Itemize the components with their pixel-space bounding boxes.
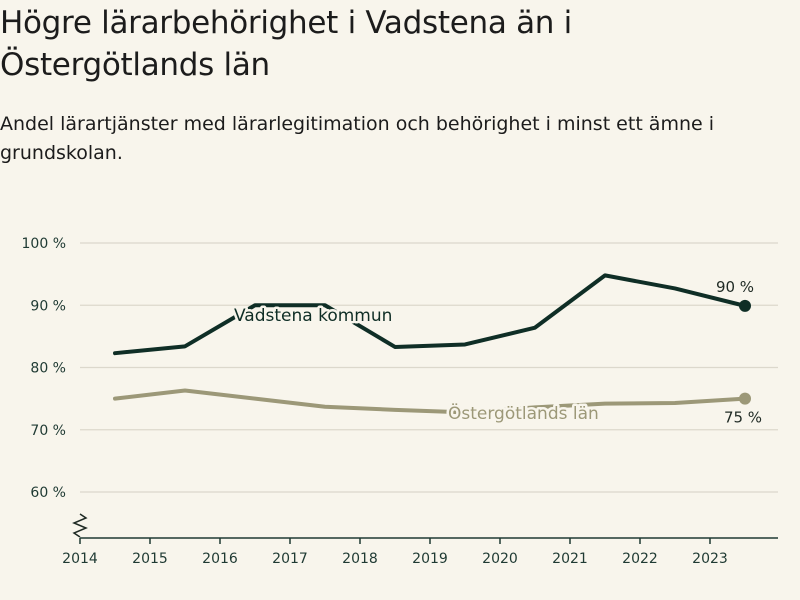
- x-tick-label-2022: 2022: [622, 551, 658, 567]
- series-line-vadstena-kommun: [113, 273, 747, 356]
- x-tick-label-2019: 2019: [412, 551, 448, 567]
- series-label-ostergotlands-lan: Östergötlands län: [448, 402, 599, 424]
- x-tick-label-2014: 2014: [62, 551, 98, 567]
- x-tick-label-2015: 2015: [132, 551, 168, 567]
- end-value-label-ostergotlands-lan: 75 %: [724, 409, 762, 427]
- x-tick-label-2017: 2017: [272, 551, 308, 567]
- x-tick-label-2016: 2016: [202, 551, 238, 567]
- y-tick-label-100: 100 %: [22, 236, 66, 252]
- chart-title: Högre lärarbehörighet i Vadstena än i Ös…: [0, 5, 572, 83]
- x-tick-label-2020: 2020: [482, 551, 518, 567]
- y-tick-label-60: 60 %: [30, 485, 66, 501]
- series-line-ostergotlands-lan: [113, 388, 747, 415]
- axis-break-icon: [72, 513, 88, 538]
- y-tick-label-70: 70 %: [30, 423, 66, 439]
- x-tick-label-2021: 2021: [552, 551, 588, 567]
- end-value-label-vadstena-kommun: 90 %: [716, 278, 754, 296]
- end-marker-vadstena-kommun: [739, 299, 751, 312]
- series-label-vadstena-kommun: Vadstena kommun: [234, 306, 392, 326]
- end-marker-ostergotlands-lan: [739, 392, 751, 405]
- chart-subtitle: Andel lärartjänster med lärarlegitimatio…: [0, 113, 715, 164]
- y-tick-label-90: 90 %: [30, 298, 66, 314]
- x-tick-label-2018: 2018: [342, 551, 378, 567]
- x-tick-label-2023: 2023: [692, 551, 728, 567]
- y-tick-label-80: 80 %: [30, 361, 66, 377]
